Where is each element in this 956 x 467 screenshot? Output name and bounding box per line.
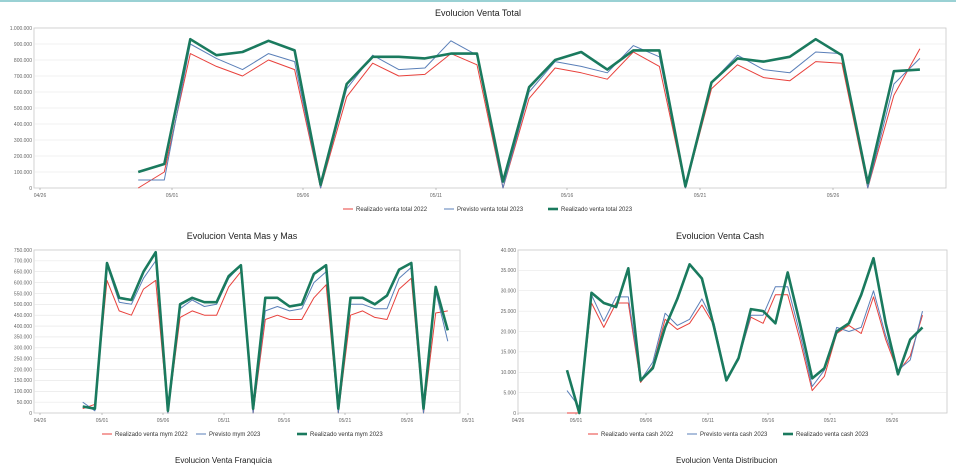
legend-label-cash-1: Previsto venta cash 2023 <box>700 432 768 438</box>
x-tick-label-total: 05/11 <box>430 193 442 199</box>
x-tick-label-total: 05/21 <box>694 193 707 199</box>
legend-label-cash-2: Realizado venta cash 2023 <box>796 432 869 438</box>
x-tick-label-total: 05/16 <box>561 193 574 199</box>
y-tick-label-mym: 250.000 <box>14 356 32 362</box>
x-tick-label-cash: 05/26 <box>886 418 899 424</box>
y-tick-label-cash: 0 <box>513 411 516 417</box>
legend-label-cash-0: Realizado venta cash 2022 <box>601 432 674 438</box>
y-tick-label-total: 600.000 <box>14 90 32 96</box>
x-tick-label-cash: 05/11 <box>702 418 714 424</box>
y-tick-label-mym: 700.000 <box>14 259 32 265</box>
series-line-total-2 <box>137 37 920 188</box>
y-tick-label-cash: 35.000 <box>501 268 517 274</box>
x-tick-label-cash: 05/21 <box>824 418 837 424</box>
chart-venta-cash-svg: Evolucion Venta Cash 0 5.000 10.000 15.000 20… <box>501 231 948 438</box>
y-tick-label-mym: 200.000 <box>14 367 32 373</box>
y-tick-label-cash: 20.000 <box>501 329 517 335</box>
y-tick-label-total: 300.000 <box>14 138 32 144</box>
y-tick-label-total: 1.000.000 <box>10 26 32 32</box>
legend-label-mym-0: Realizado venta mym 2022 <box>115 432 188 438</box>
y-tick-label-mym: 650.000 <box>14 270 32 276</box>
y-tick-label-mym: 550.000 <box>14 291 32 297</box>
y-tick-label-mym: 350.000 <box>14 335 32 341</box>
legend-label-total-2: Realizado venta total 2023 <box>561 207 633 213</box>
x-tick-label-total: 05/06 <box>297 193 310 199</box>
y-tick-label-mym: 300.000 <box>14 346 32 352</box>
x-tick-label-mym: 05/26 <box>401 418 414 424</box>
series-line-total-0 <box>137 48 921 189</box>
chart-title-cash: Evolucion Venta Cash <box>676 231 764 241</box>
y-tick-label-total: 900.000 <box>14 42 32 48</box>
y-tick-label-total: 400.000 <box>14 122 32 128</box>
y-tick-label-mym: 150.000 <box>14 378 32 384</box>
chart-title-franquicia: Evolucion Venta Franquicia <box>175 456 272 465</box>
x-tick-label-mym: 05/06 <box>157 418 170 424</box>
y-tick-label-cash: 25.000 <box>501 309 517 315</box>
x-tick-label-cash: 05/16 <box>762 418 775 424</box>
y-tick-label-mym: 600.000 <box>14 280 32 286</box>
y-tick-label-mym: 0 <box>29 411 32 417</box>
y-tick-label-mym: 750.000 <box>14 248 32 254</box>
x-tick-label-cash: 04/26 <box>512 418 525 424</box>
y-tick-label-total: 500.000 <box>14 106 32 112</box>
x-tick-label-total: 05/26 <box>827 193 840 199</box>
legend-label-mym-2: Realizado venta mym 2023 <box>310 432 383 438</box>
chart-title-distribucion: Evolucion Venta Distribucion <box>676 456 778 465</box>
y-tick-label-cash: 5.000 <box>503 390 516 396</box>
y-tick-label-mym: 100.000 <box>14 389 32 395</box>
x-tick-label-mym: 05/16 <box>278 418 291 424</box>
legend-label-total-1: Previsto venta total 2023 <box>457 207 524 213</box>
chart-venta-total-svg: Evolucion Venta Total 0 100.000 200.000 300.… <box>10 8 947 213</box>
series-line-mym-0 <box>82 271 448 414</box>
y-tick-label-total: 0 <box>29 186 32 192</box>
series-line-cash-2 <box>565 256 924 415</box>
y-tick-label-total: 200.000 <box>14 154 32 160</box>
y-tick-label-cash: 15.000 <box>501 350 517 356</box>
y-tick-label-cash: 10.000 <box>501 370 517 376</box>
x-tick-label-mym: 05/21 <box>339 418 352 424</box>
chart-venta-mym-svg: Evolucion Venta Mas y Mas 0 50.000 100.000 1… <box>14 231 475 438</box>
x-tick-label-mym: 05/31 <box>462 418 475 424</box>
x-tick-label-total: 05/01 <box>166 193 179 199</box>
chart-title-total: Evolucion Venta Total <box>435 8 521 18</box>
y-tick-label-cash: 40.000 <box>501 248 517 254</box>
legend-label-mym-1: Previsto mym 2023 <box>209 432 261 438</box>
x-tick-label-mym: 05/01 <box>96 418 109 424</box>
y-tick-label-mym: 50.000 <box>17 400 33 406</box>
y-tick-label-cash: 30.000 <box>501 289 517 295</box>
x-tick-label-total: 04/26 <box>34 193 47 199</box>
y-tick-label-total: 100.000 <box>14 170 32 176</box>
series-line-mym-2 <box>82 250 450 413</box>
chart-venta-total: Evolucion Venta Total 0 100.000 200.000 300.… <box>0 4 956 224</box>
y-tick-label-total: 700.000 <box>14 74 32 80</box>
x-tick-label-mym: 05/11 <box>218 418 230 424</box>
chart-venta-mym: Evolucion Venta Mas y Mas 0 50.000 100.000 1… <box>0 228 478 446</box>
y-tick-label-total: 800.000 <box>14 58 32 64</box>
chart-title-mym: Evolucion Venta Mas y Mas <box>187 231 298 241</box>
x-tick-label-mym: 04/26 <box>34 418 47 424</box>
x-tick-label-cash: 05/01 <box>570 418 583 424</box>
y-tick-label-mym: 450.000 <box>14 313 32 319</box>
series-line-mym-1 <box>82 260 449 414</box>
chart-venta-cash: Evolucion Venta Cash 0 5.000 10.000 15.000 20… <box>478 228 956 446</box>
y-tick-label-mym: 500.000 <box>14 302 32 308</box>
y-tick-label-mym: 400.000 <box>14 324 32 330</box>
top-divider <box>0 0 956 2</box>
legend-label-total-0: Realizado venta total 2022 <box>356 207 428 213</box>
x-tick-label-cash: 05/06 <box>640 418 653 424</box>
